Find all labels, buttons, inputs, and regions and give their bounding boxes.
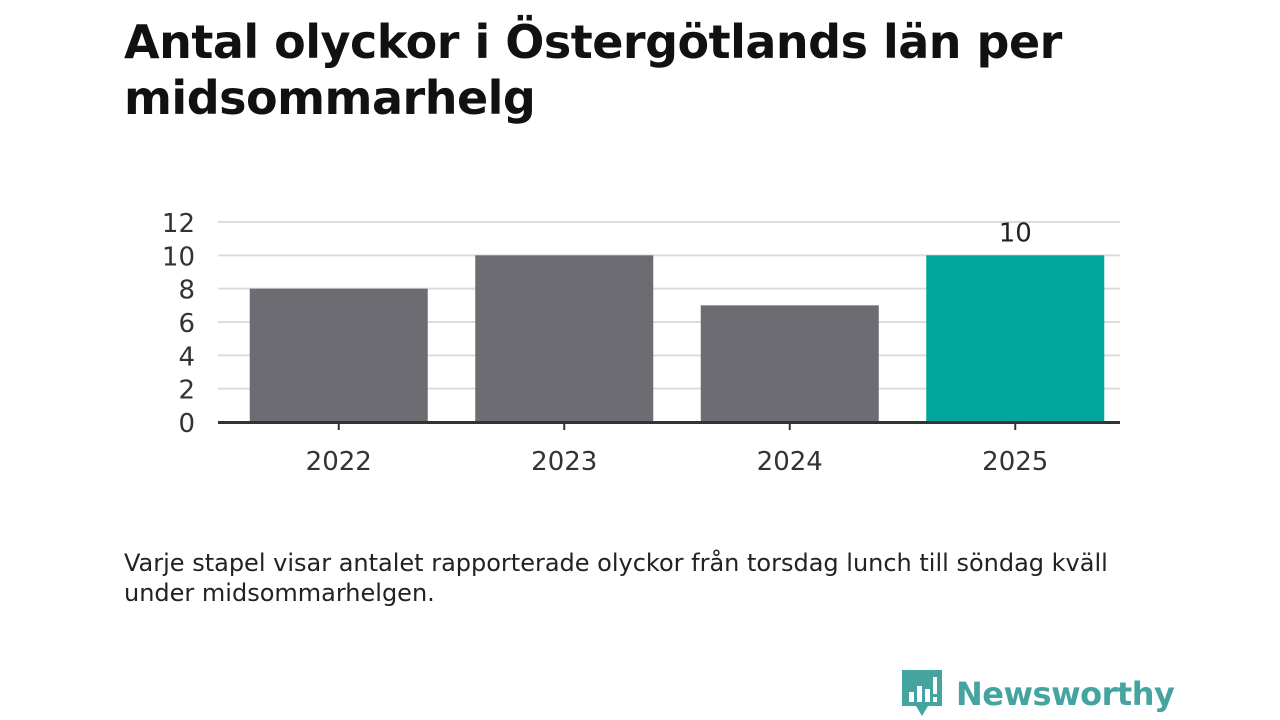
x-axis-tick-labels: 2022 2023 2024 2025 (306, 447, 1049, 477)
y-tick-label: 4 (178, 342, 195, 372)
y-tick-label: 6 (178, 309, 195, 339)
x-tick-label-2025: 2025 (982, 447, 1048, 477)
x-tick-label-2022: 2022 (306, 447, 372, 477)
y-tick-label: 12 (162, 209, 195, 239)
data-labels: 10 (999, 218, 1032, 248)
x-axis (218, 421, 1120, 430)
x-tick-label-2024: 2024 (757, 447, 823, 477)
brand-logo: Newsworthy (902, 670, 1175, 718)
y-tick-label: 10 (162, 242, 195, 272)
y-tick-label: 2 (178, 376, 195, 406)
bar-2024 (700, 305, 879, 422)
y-tick-label: 0 (178, 409, 195, 439)
bar-2022 (249, 288, 428, 422)
data-label-2025: 10 (999, 218, 1032, 248)
bar-2025 (926, 255, 1105, 422)
x-tick-label-2023: 2023 (531, 447, 597, 477)
bars (249, 255, 1105, 422)
brand-name: Newsworthy (956, 675, 1175, 713)
bar-2023 (475, 255, 654, 422)
y-tick-label: 8 (178, 276, 195, 306)
chart-title: Antal olyckor i Östergötlands län per mi… (124, 15, 1062, 125)
bar-chart-speech-bubble-icon (902, 670, 942, 716)
chart-footnote: Varje stapel visar antalet rapporterade … (124, 549, 1108, 607)
